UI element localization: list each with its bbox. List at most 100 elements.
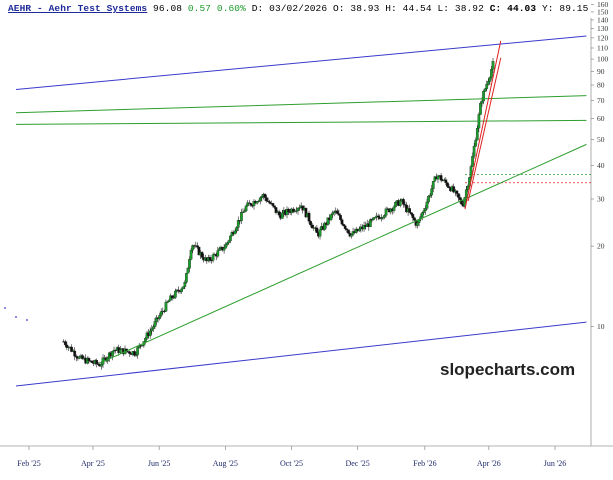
candle (436, 174, 440, 184)
candle (174, 288, 177, 300)
candle (373, 216, 377, 219)
candle (257, 199, 261, 203)
y-tick-label: 50 (597, 135, 605, 144)
high-label: H: (385, 3, 397, 14)
y-tick-label: 80 (597, 81, 605, 90)
x-tick-label: Apr '25 (81, 459, 105, 468)
candle (118, 345, 122, 354)
green-trendline[interactable] (15, 95, 587, 114)
candle (398, 198, 402, 208)
candle (362, 221, 366, 232)
green-trendline[interactable] (15, 119, 587, 125)
close-value: 44.03 (507, 3, 537, 14)
candle (183, 280, 187, 289)
candle (339, 213, 342, 222)
candle (181, 286, 185, 290)
candle (345, 228, 349, 233)
candle (413, 216, 416, 221)
candle (472, 142, 476, 159)
candle (416, 219, 419, 229)
candle (155, 315, 158, 325)
symbol-name[interactable]: AEHR - Aehr Test Systems (8, 3, 148, 14)
candle (455, 190, 459, 197)
candle (65, 341, 69, 351)
candle (159, 308, 163, 318)
candle (236, 216, 240, 232)
candle (225, 242, 229, 247)
candle (197, 246, 201, 256)
quote-header: AEHR - Aehr Test Systems 96.08 0.57 0.60… (8, 3, 588, 14)
candle (310, 222, 314, 229)
red-trendline[interactable] (464, 40, 502, 210)
candle (263, 193, 267, 201)
candle (96, 362, 100, 366)
candle (200, 250, 204, 259)
y-tick-label: 140 (597, 15, 609, 24)
candle (350, 234, 353, 239)
candle (318, 227, 322, 240)
candle (370, 218, 374, 223)
candle (335, 208, 339, 214)
blue-trendline[interactable] (15, 321, 587, 387)
candle (485, 80, 489, 92)
candle (148, 327, 152, 339)
candle (307, 210, 311, 224)
candle (222, 244, 226, 254)
candle (491, 57, 495, 73)
bar-date: D: 03/02/2026 (251, 3, 328, 14)
blue-trendline[interactable] (15, 35, 587, 90)
candle (402, 197, 405, 208)
y-tick-label: 160 (597, 0, 609, 9)
candle (268, 199, 272, 205)
y-axis: 10 20 30 40 50 60 70 80 90 100 110 1201301401501601… (591, 0, 609, 331)
candle (488, 76, 492, 85)
candle (163, 309, 166, 314)
trendlines[interactable] (15, 35, 587, 387)
candle (241, 208, 245, 214)
candle (340, 218, 344, 226)
candle (475, 125, 479, 141)
candle (140, 345, 144, 347)
candle (153, 317, 157, 329)
candle (296, 207, 300, 215)
x-tick-label: Feb '26 (413, 459, 436, 468)
candle (295, 206, 298, 214)
candle (235, 226, 239, 233)
candle (422, 208, 426, 215)
candle (323, 221, 327, 232)
candle (170, 294, 174, 301)
candle (210, 258, 213, 264)
candle (218, 246, 221, 251)
candle (431, 181, 435, 193)
x-tick-label: Oct '25 (280, 459, 303, 468)
candle (346, 229, 350, 234)
candle (298, 204, 301, 211)
candle (208, 254, 212, 263)
candle (452, 183, 456, 194)
candle (474, 137, 478, 147)
candle (430, 184, 434, 199)
candles (62, 57, 495, 370)
candle (337, 209, 341, 216)
candle (252, 199, 256, 210)
candle (357, 226, 361, 232)
candle (167, 299, 171, 302)
red-trendline[interactable] (467, 57, 502, 202)
candle (224, 242, 228, 249)
candle (280, 209, 284, 219)
candle (151, 324, 155, 332)
candle (188, 256, 191, 272)
candle (164, 299, 168, 312)
candle (483, 87, 487, 93)
green-trendline[interactable] (99, 143, 587, 364)
candle (133, 349, 136, 357)
price-change: 0.57 (187, 3, 212, 14)
candle (191, 244, 195, 254)
y-value: 89.15 (559, 3, 589, 14)
open-label: O: (332, 3, 345, 14)
candle (277, 209, 281, 218)
y-tick-label: 170 (597, 0, 609, 2)
candle (490, 66, 493, 80)
candle (166, 301, 169, 304)
